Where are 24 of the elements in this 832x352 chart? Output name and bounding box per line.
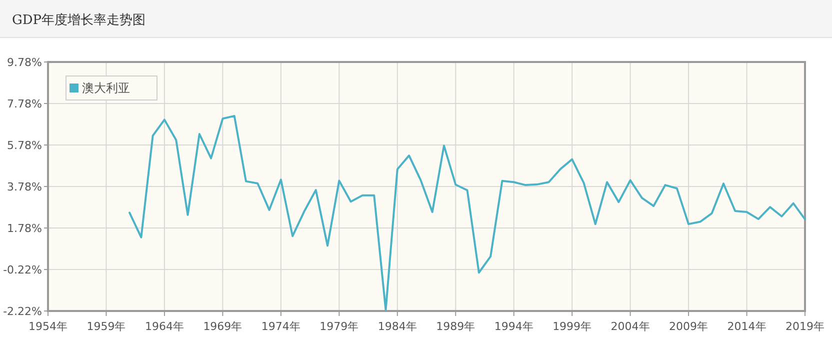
- x-tick-label: 2009年: [669, 320, 708, 333]
- x-tick-label: 1959年: [86, 320, 126, 333]
- y-tick-label: 5.78%: [7, 139, 42, 152]
- x-tick-label: 1994年: [494, 320, 534, 333]
- legend-label: 澳大利亚: [82, 81, 130, 95]
- x-tick-label: 1974年: [261, 320, 300, 333]
- x-tick-label: 1954年: [28, 320, 68, 333]
- line-series: [128, 114, 806, 311]
- chart-title: GDP年度增长率走势图: [12, 12, 146, 28]
- y-tick-label: 3.78%: [7, 180, 42, 194]
- x-tick-label: 2004年: [610, 320, 650, 333]
- y-tick-label: 7.78%: [7, 98, 42, 110]
- x-tick-label: 1979年: [320, 320, 359, 333]
- x-tick-label: 1964年: [144, 320, 184, 333]
- x-tick-label: 1989年: [436, 320, 476, 333]
- x-tick-label: 2019年: [786, 320, 824, 333]
- x-tick-label: 1999年: [552, 320, 592, 333]
- y-tick-label: -0.22%: [3, 264, 42, 276]
- y-tick-label: -2.22%: [3, 305, 42, 318]
- x-tick-label: 1984年: [378, 320, 417, 333]
- x-tick-label: 1969年: [203, 320, 242, 333]
- x-tick-label: 2014年: [727, 320, 766, 333]
- y-tick-label: 9.78%: [7, 56, 42, 69]
- y-tick-label: 1.78%: [7, 222, 42, 235]
